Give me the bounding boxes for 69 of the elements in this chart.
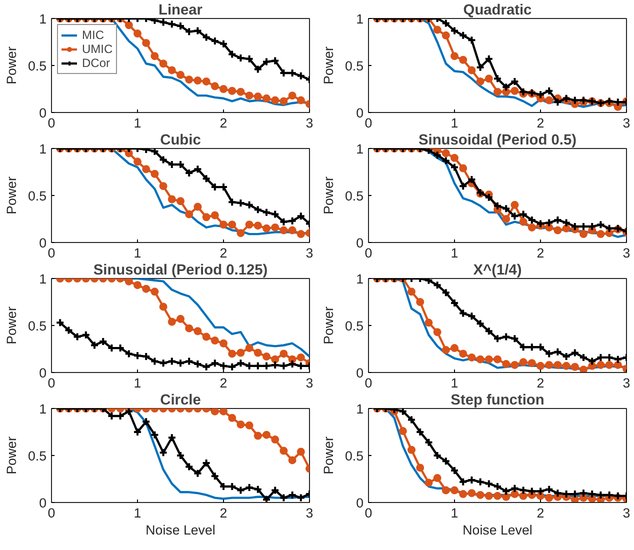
y-tick-label: 1 xyxy=(356,12,364,26)
y-tick-label: 0.5 xyxy=(344,448,364,464)
legend-label: DCor xyxy=(82,56,110,70)
y-axis-title: Power xyxy=(320,46,336,84)
y-tick-label: 0 xyxy=(356,366,364,380)
y-tick-label: 0.5 xyxy=(28,448,47,464)
y-tick-label: 0 xyxy=(356,236,364,250)
x-tick-label: 3 xyxy=(306,506,314,520)
y-axis-title: Power xyxy=(320,306,336,344)
y-tick-label: 1 xyxy=(39,402,47,416)
x-tick-label: 1 xyxy=(450,506,458,520)
chart-title: Circle xyxy=(160,392,201,408)
y-tick-label: 0 xyxy=(39,236,47,250)
y-tick-label: 0 xyxy=(356,496,364,510)
x-tick-label: 1 xyxy=(134,246,142,260)
y-tick-label: 0 xyxy=(39,366,47,380)
chart-title: Sinusoidal (Period 0.125) xyxy=(93,262,268,278)
y-axis-title: Power xyxy=(4,436,19,474)
legend-label: MIC xyxy=(82,28,104,42)
y-tick-label: 0 xyxy=(39,106,47,120)
x-axis-title: Noise Level xyxy=(462,522,532,538)
x-tick-label: 2 xyxy=(536,116,544,130)
y-tick-label: 0.5 xyxy=(344,318,364,334)
y-tick-label: 1 xyxy=(39,12,47,26)
y-axis-title: Power xyxy=(4,176,19,214)
legend-label: UMIC xyxy=(82,42,113,56)
chart-title: Quadratic xyxy=(463,2,532,18)
x-tick-label: 3 xyxy=(306,376,314,390)
y-tick-label: 1 xyxy=(39,272,47,286)
x-tick-label: 2 xyxy=(536,506,544,520)
y-tick-label: 1 xyxy=(356,142,364,156)
x-tick-label: 3 xyxy=(622,506,630,520)
y-tick-label: 1 xyxy=(39,142,47,156)
x-tick-label: 1 xyxy=(450,376,458,390)
x-tick-label: 3 xyxy=(306,116,314,130)
y-tick-label: 0.5 xyxy=(28,58,47,74)
x-tick-label: 3 xyxy=(306,246,314,260)
x-tick-label: 1 xyxy=(134,506,142,520)
chart-title: Cubic xyxy=(160,132,201,148)
y-axis-title: Power xyxy=(4,46,19,84)
x-tick-label: 1 xyxy=(450,246,458,260)
y-tick-label: 0 xyxy=(356,106,364,120)
x-tick-label: 2 xyxy=(536,246,544,260)
x-tick-label: 1 xyxy=(134,376,142,390)
x-tick-label: 1 xyxy=(450,116,458,130)
y-tick-label: 1 xyxy=(356,402,364,416)
x-tick-label: 2 xyxy=(220,376,228,390)
x-tick-label: 2 xyxy=(220,246,228,260)
x-tick-label: 3 xyxy=(622,116,630,130)
x-tick-label: 3 xyxy=(622,376,630,390)
y-tick-label: 0.5 xyxy=(28,318,47,334)
y-tick-label: 0 xyxy=(39,496,47,510)
y-tick-label: 1 xyxy=(356,272,364,286)
y-tick-label: 0.5 xyxy=(344,58,364,74)
chart-title: Sinusoidal (Period 0.5) xyxy=(418,132,577,148)
x-tick-label: 2 xyxy=(220,506,228,520)
y-axis-title: Power xyxy=(320,176,336,214)
x-axis-title: Noise Level xyxy=(146,522,216,538)
chart-title: X^(1/4) xyxy=(473,262,522,278)
x-tick-label: 2 xyxy=(220,116,228,130)
y-axis-title: Power xyxy=(4,306,19,344)
y-tick-label: 0.5 xyxy=(344,188,364,204)
y-tick-label: 0.5 xyxy=(28,188,47,204)
x-tick-label: 3 xyxy=(622,246,630,260)
chart-title: Step function xyxy=(450,392,544,408)
x-tick-label: 2 xyxy=(536,376,544,390)
x-tick-label: 1 xyxy=(134,116,142,130)
y-axis-title: Power xyxy=(320,436,336,474)
chart-title: Linear xyxy=(158,2,203,18)
